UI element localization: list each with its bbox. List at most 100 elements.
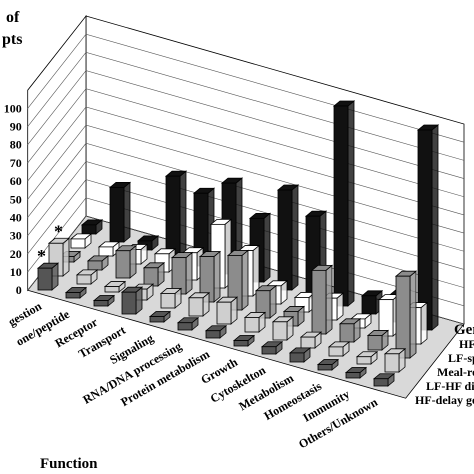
bar-side <box>213 250 221 303</box>
bar-front <box>98 246 114 257</box>
bar-front <box>87 260 103 271</box>
y-axis-title: of <box>6 9 20 26</box>
bar <box>64 286 88 299</box>
bar-front <box>37 267 53 291</box>
bar-front <box>361 295 377 315</box>
bar <box>276 184 300 291</box>
annotation: * <box>54 221 63 241</box>
bar-front <box>115 250 131 279</box>
bar-side <box>347 100 355 307</box>
bar <box>366 329 390 351</box>
bar-front <box>76 274 92 285</box>
y-tick-label: 40 <box>10 210 22 224</box>
bar-front <box>188 297 204 317</box>
bar <box>394 270 418 359</box>
bar <box>383 347 407 373</box>
bar-side <box>185 251 193 295</box>
bar-side <box>325 264 333 335</box>
bar <box>204 324 228 339</box>
bar <box>338 317 362 343</box>
bar-front <box>121 291 137 315</box>
bar-front <box>356 356 372 365</box>
bar-front <box>333 105 349 307</box>
bar-side <box>420 301 428 345</box>
bar-front <box>339 323 355 343</box>
bar <box>148 310 172 323</box>
bar <box>327 341 351 357</box>
bar-front <box>244 317 260 333</box>
bar <box>372 372 396 387</box>
bar-side <box>431 124 439 331</box>
y-tick-label: 30 <box>10 229 22 243</box>
y-tick-label: 50 <box>10 192 22 206</box>
bar-front <box>160 293 176 309</box>
bar-front <box>104 286 120 293</box>
y-tick-label: 10 <box>10 265 22 279</box>
bar-front <box>109 187 125 243</box>
bar-front <box>367 335 383 351</box>
bar <box>243 311 267 333</box>
y-tick-label: 80 <box>10 138 22 152</box>
bar-side <box>179 170 187 259</box>
bar-front <box>272 321 288 341</box>
bar <box>36 262 60 291</box>
legend-entry: HF-delay gen <box>415 393 474 407</box>
bar <box>198 250 222 303</box>
bar-side <box>241 249 249 311</box>
bar <box>164 170 188 259</box>
bar <box>103 280 127 293</box>
bar <box>75 269 99 285</box>
bar <box>215 296 239 325</box>
bar <box>232 334 256 347</box>
bar-side <box>129 244 137 279</box>
bar <box>416 124 440 331</box>
bar <box>310 264 334 335</box>
bar <box>299 331 323 349</box>
bar <box>187 291 211 317</box>
legend-title: Gene ex <box>454 322 474 338</box>
bar <box>344 366 368 379</box>
bar-side <box>409 270 417 359</box>
bar <box>80 219 104 235</box>
bar-side <box>269 284 277 319</box>
bar <box>332 100 356 307</box>
y-tick-label: 60 <box>10 174 22 188</box>
bar <box>92 294 116 307</box>
bar-front <box>317 364 333 371</box>
x-axis-title: Function <box>40 456 98 472</box>
bar-side <box>123 181 131 243</box>
bar-front <box>328 346 344 357</box>
bar-side <box>263 212 271 283</box>
bar-front <box>289 352 305 363</box>
bar <box>142 261 166 287</box>
y-tick-label: 20 <box>10 247 22 261</box>
y-tick-label: 90 <box>10 120 22 134</box>
bar <box>260 340 284 355</box>
bar-front <box>233 340 249 347</box>
annotation: * <box>37 246 46 266</box>
y-tick-label: 70 <box>10 156 22 170</box>
bar <box>355 350 379 365</box>
legend-entry: HF-speci <box>459 337 474 351</box>
bar <box>271 315 295 341</box>
y-axis-title: pts <box>2 31 22 48</box>
bar-front <box>311 269 327 335</box>
bar-front <box>345 372 361 379</box>
bar-front <box>216 301 232 325</box>
bar-front <box>205 330 221 339</box>
y-tick-label: 100 <box>4 101 22 115</box>
bar-front <box>143 267 159 287</box>
bar <box>159 287 183 309</box>
bar <box>176 316 200 331</box>
bar-front <box>70 238 86 249</box>
bar <box>69 233 93 249</box>
bar-front <box>300 336 316 349</box>
bar-front <box>177 322 193 331</box>
bar-front <box>149 316 165 323</box>
bar <box>226 249 250 311</box>
bar-front <box>81 224 97 235</box>
legend-entry: LF-specifi <box>448 351 474 365</box>
bar-front <box>277 189 293 291</box>
legend-entry: LF-HF diffe <box>426 379 474 393</box>
